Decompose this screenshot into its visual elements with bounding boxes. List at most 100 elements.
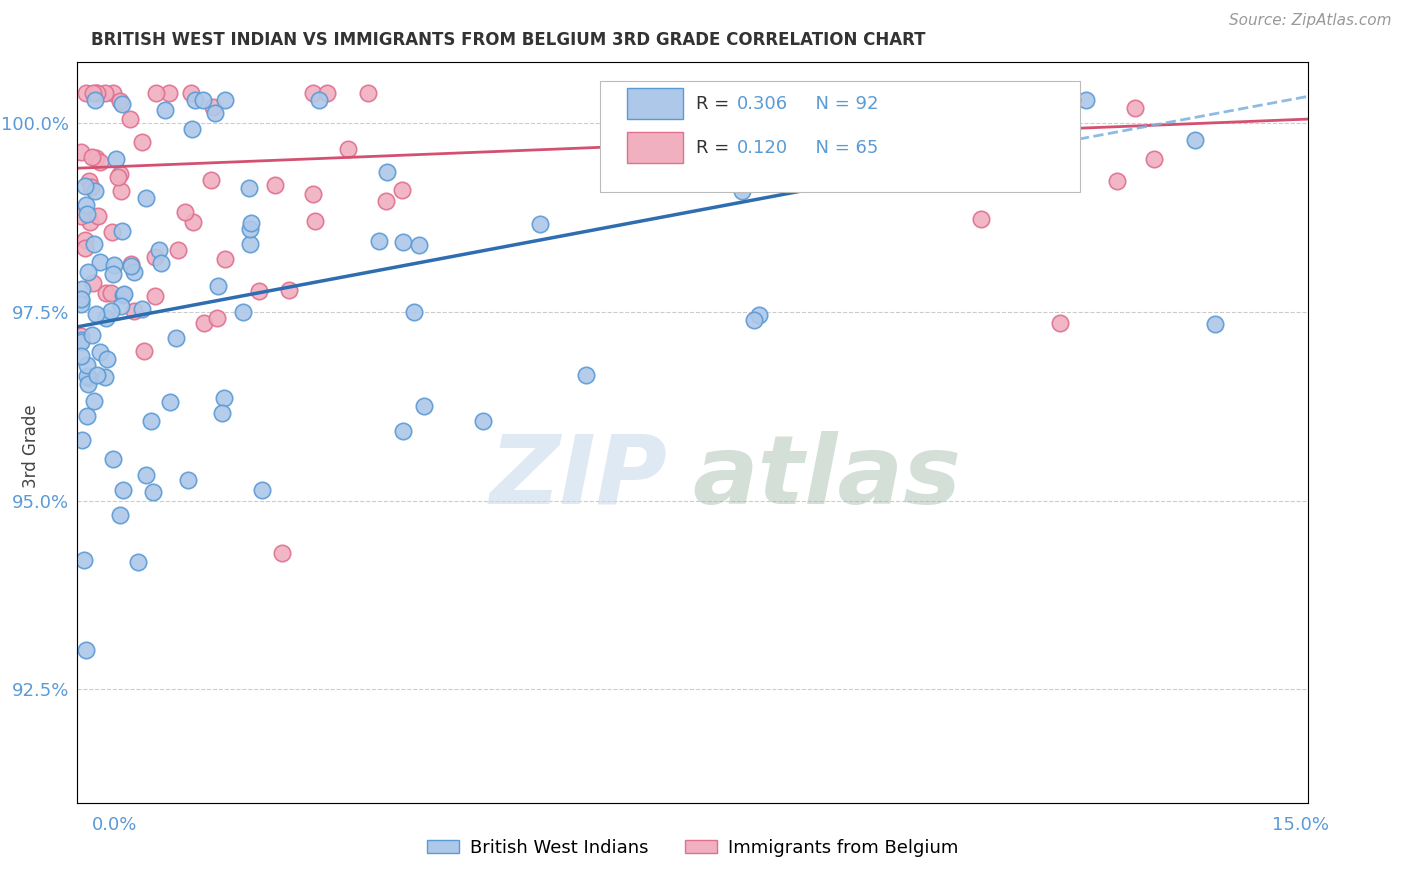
Point (110, 167, 132, 181)
Point (110, 184, 132, 198)
Point (135, 191, 157, 205)
Point (103, 258, 125, 272)
Point (118, 112, 141, 126)
Point (232, 305, 254, 319)
Point (131, 135, 153, 149)
Point (239, 237, 262, 252)
Point (239, 216, 262, 230)
Text: R =: R = (696, 139, 735, 157)
Point (70, 334, 93, 349)
Point (302, 186, 325, 201)
Point (202, 100, 225, 114)
Point (73, 553, 96, 567)
Point (89, 344, 111, 359)
Point (77, 174, 100, 188)
Point (76, 368, 98, 383)
Point (214, 93, 236, 107)
Point (181, 215, 204, 229)
Point (145, 86, 167, 100)
Point (105, 153, 128, 167)
Point (79, 215, 101, 229)
Point (101, 225, 124, 239)
Point (76, 359, 98, 373)
Text: BRITISH WEST INDIAN VS IMMIGRANTS FROM BELGIUM 3RD GRADE CORRELATION CHART: BRITISH WEST INDIAN VS IMMIGRANTS FROM B… (91, 31, 927, 49)
Point (157, 86, 180, 100)
Point (193, 316, 215, 330)
Point (70, 433, 93, 447)
Point (357, 86, 380, 100)
Point (120, 257, 142, 271)
Point (529, 217, 551, 231)
Point (1000, 127, 1022, 141)
Point (404, 304, 426, 318)
Point (159, 395, 181, 409)
Point (134, 344, 156, 359)
Point (112, 483, 135, 497)
Point (110, 299, 132, 313)
Point (180, 121, 202, 136)
Point (150, 256, 173, 270)
Point (250, 483, 273, 497)
Point (471, 414, 494, 428)
Point (413, 399, 436, 413)
Point (731, 184, 754, 198)
Point (101, 86, 124, 100)
Text: N = 92: N = 92 (804, 95, 879, 112)
Point (84, 307, 107, 321)
Point (377, 165, 399, 179)
Point (127, 555, 149, 569)
Point (100, 304, 122, 318)
Point (200, 173, 222, 187)
Point (73, 242, 96, 256)
Point (108, 94, 131, 108)
Text: R =: R = (696, 95, 735, 112)
Point (315, 86, 337, 100)
Text: 0.306: 0.306 (737, 95, 787, 112)
Point (84, 185, 107, 199)
Point (82, 86, 104, 100)
Point (238, 181, 260, 195)
Point (155, 103, 177, 117)
Point (122, 265, 145, 279)
Point (120, 260, 142, 274)
Text: 3rd Grade: 3rd Grade (22, 404, 39, 488)
FancyBboxPatch shape (600, 81, 1080, 192)
Point (77, 377, 100, 392)
Point (148, 243, 170, 257)
Point (1062, 93, 1084, 107)
Point (75, 643, 97, 657)
Point (83, 393, 105, 408)
Point (308, 93, 330, 107)
Point (94, 86, 117, 100)
Text: ZIP: ZIP (489, 431, 668, 524)
Point (204, 106, 226, 120)
Text: 15.0%: 15.0% (1271, 816, 1329, 834)
Point (806, 154, 828, 169)
Point (392, 235, 415, 249)
Point (368, 234, 391, 248)
Point (70, 145, 93, 159)
Point (94, 311, 117, 326)
Point (212, 391, 235, 405)
Point (94, 285, 117, 300)
Point (304, 214, 326, 228)
Text: N = 65: N = 65 (804, 139, 879, 157)
Point (77, 265, 100, 279)
Point (214, 252, 236, 266)
Point (927, 86, 949, 100)
Point (375, 194, 398, 208)
Point (84, 86, 107, 100)
Point (83, 236, 105, 251)
Point (408, 238, 430, 252)
Point (180, 86, 202, 100)
Point (239, 222, 262, 236)
Point (277, 284, 299, 298)
Point (1049, 316, 1071, 330)
Point (70, 292, 93, 306)
Point (135, 467, 157, 482)
Point (271, 547, 294, 561)
Point (80, 150, 103, 164)
Point (75, 233, 97, 247)
Point (70, 328, 93, 343)
Point (70, 349, 93, 363)
